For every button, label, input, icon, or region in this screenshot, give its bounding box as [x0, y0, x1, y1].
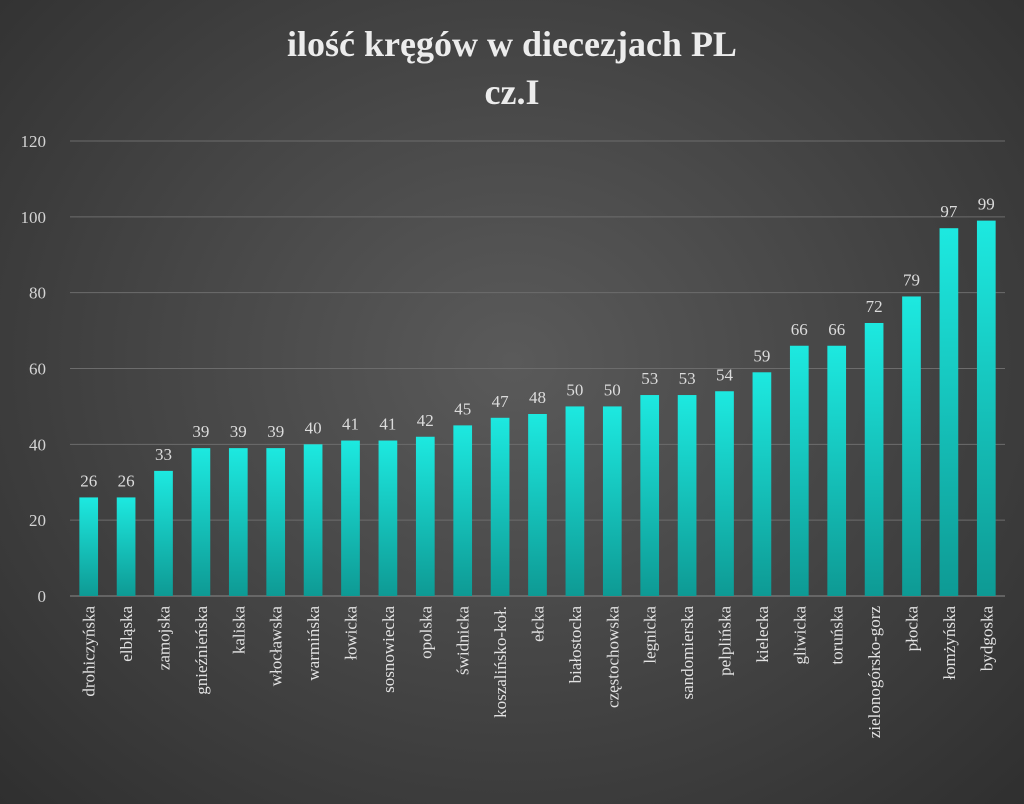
- x-tick-label: płocka: [903, 606, 922, 652]
- data-label: 66: [791, 320, 808, 339]
- x-tick-label: kielecka: [753, 606, 772, 663]
- data-label: 50: [566, 380, 583, 399]
- bar: [827, 345, 847, 596]
- bar: [565, 406, 585, 596]
- bar: [490, 417, 510, 596]
- x-tick-label: sandomierska: [678, 606, 697, 700]
- x-tick-label: ełcka: [529, 606, 548, 642]
- data-label: 48: [529, 388, 546, 407]
- x-tick-label: warmińska: [304, 606, 323, 681]
- x-tick-label: koszalińsko-koł.: [491, 606, 510, 718]
- x-tick-label: opolska: [416, 606, 435, 659]
- bar: [976, 220, 996, 596]
- x-tick-label: zamojska: [155, 606, 174, 671]
- data-label: 40: [305, 418, 322, 437]
- bar: [602, 406, 622, 596]
- data-label: 50: [604, 380, 621, 399]
- bar: [116, 497, 136, 596]
- x-tick-label: włocławska: [267, 606, 286, 687]
- y-tick-label: 0: [38, 587, 47, 606]
- data-label: 72: [866, 297, 883, 316]
- x-tick-label: legnicka: [641, 606, 660, 664]
- bar: [79, 497, 99, 596]
- bar: [789, 345, 809, 596]
- x-tick-label: świdnicka: [454, 606, 473, 675]
- y-tick-label: 100: [21, 208, 47, 227]
- data-label: 42: [417, 411, 434, 430]
- bar: [640, 395, 660, 596]
- data-label: 59: [753, 346, 770, 365]
- x-tick-label: zielonogórsko-gorz: [865, 606, 884, 739]
- x-tick-label: sosnowiecka: [379, 606, 398, 693]
- data-label: 26: [80, 471, 97, 490]
- data-label: 33: [155, 445, 172, 464]
- bar: [303, 444, 323, 596]
- bar: [228, 448, 248, 596]
- data-label: 41: [379, 415, 396, 434]
- data-label: 79: [903, 270, 920, 289]
- bar: [191, 448, 211, 596]
- bar: [154, 470, 173, 596]
- x-tick-label: łomżyńska: [940, 606, 959, 680]
- data-label: 99: [978, 195, 995, 214]
- bar: [677, 395, 697, 596]
- bar: [415, 436, 435, 596]
- bar: [864, 323, 884, 596]
- bar: [453, 425, 473, 596]
- data-label: 97: [940, 202, 958, 221]
- data-label: 26: [118, 471, 135, 490]
- data-label: 41: [342, 415, 359, 434]
- bars: [79, 220, 996, 597]
- data-label: 47: [492, 392, 510, 411]
- y-tick-label: 80: [29, 284, 46, 303]
- bar: [939, 228, 959, 597]
- data-label: 66: [828, 320, 845, 339]
- x-tick-label: bydgoska: [977, 606, 996, 672]
- data-labels: 26 26 33 39 39 39 40 41 41 42 45 47 48 50 50 53 53 54 59 66…: [80, 195, 995, 491]
- y-tick-label: 40: [29, 435, 46, 454]
- data-label: 53: [641, 369, 658, 388]
- y-tick-label: 20: [29, 511, 46, 530]
- x-tick-label: drohiczyńska: [80, 606, 99, 697]
- data-label: 39: [230, 422, 247, 441]
- data-label: 45: [454, 399, 471, 418]
- x-tick-label: gnieźnieńska: [192, 606, 211, 695]
- x-tick-label: pelplińska: [716, 606, 735, 676]
- y-tick-label: 120: [21, 132, 47, 151]
- data-label: 54: [716, 365, 734, 384]
- bar: [528, 414, 547, 596]
- x-tick-label: kaliska: [229, 606, 248, 655]
- bar: [266, 448, 286, 596]
- category-labels: drohiczyńska elbląska zamojska gnieźnieńska…: [80, 606, 997, 739]
- x-tick-label: białostocka: [566, 606, 585, 684]
- bar: [752, 372, 772, 596]
- x-tick-label: gliwicka: [790, 606, 809, 665]
- data-label: 39: [192, 422, 209, 441]
- x-tick-label: łowicka: [342, 606, 361, 660]
- bar: [341, 440, 360, 596]
- chart-title: ilość kręgów w diecezjach PL: [287, 24, 737, 64]
- data-label: 39: [267, 422, 284, 441]
- x-tick-label: toruńska: [828, 606, 847, 665]
- data-label: 53: [679, 369, 696, 388]
- y-axis-ticks: 0 20 40 60 80 100 120: [21, 132, 47, 606]
- chart-subtitle: cz.I: [485, 72, 540, 112]
- bar: [902, 296, 921, 596]
- x-tick-label: częstochowska: [603, 606, 622, 708]
- x-tick-label: elbląska: [117, 606, 136, 662]
- bar: [715, 391, 734, 596]
- bar: [378, 440, 398, 596]
- y-tick-label: 60: [29, 360, 46, 379]
